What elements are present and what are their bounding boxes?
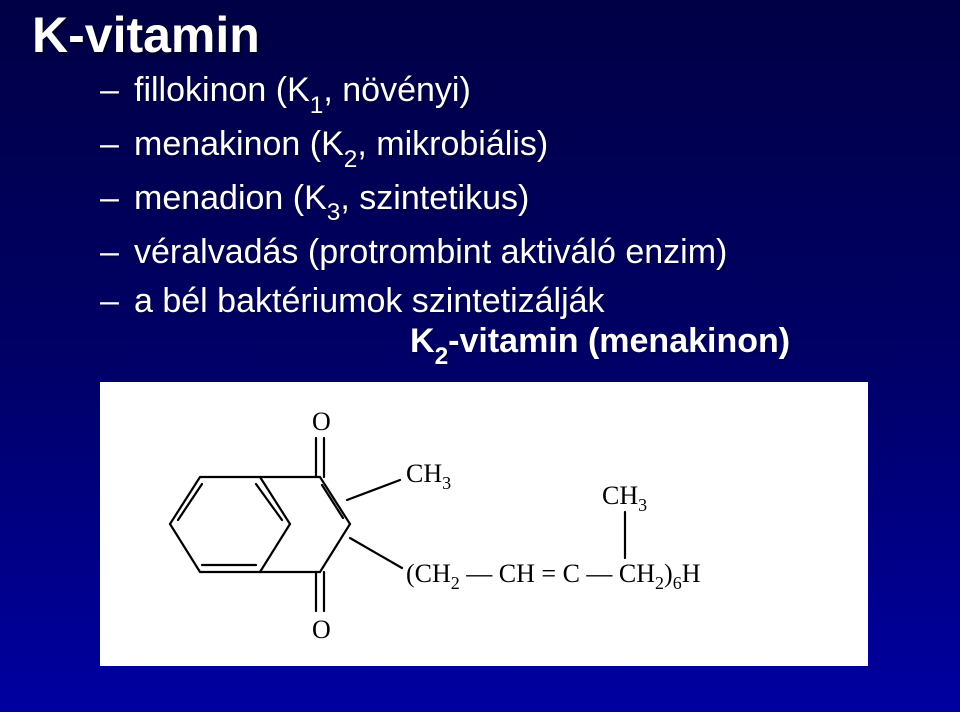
bullet-text: , szintetikus) [340,179,529,217]
list-item: fillokinon (K1, növényi) [100,68,727,118]
chain-formula: (CH2 — CH = C — CH2)6H [406,559,701,593]
molecule-figure: O O CH3 CH3 (CH2 — CH = C — CH2)6H [100,382,868,666]
bullet-list: fillokinon (K1, növényi) menakinon (K2, … [100,68,727,329]
bullet-text: menadion (K [134,179,327,217]
caption-text: -vitamin (menakinon) [448,322,790,360]
bullet-text: menakinon (K [134,125,344,163]
atom-label-ch3-chain: CH3 [602,481,647,515]
bullet-text: fillokinon (K [134,71,310,109]
list-item: véralvadás (protrombint aktiváló enzim) [100,230,727,276]
bullet-text: véralvadás (protrombint aktiváló enzim) [134,233,727,271]
list-item: menakinon (K2, mikrobiális) [100,122,727,172]
atom-label-o-bottom: O [312,615,331,644]
atom-label-ch3-quinone: CH3 [406,459,451,493]
list-item: a bél baktériumok szintetizálják [100,279,727,325]
bullet-sub: 2 [344,146,358,173]
molecule-svg: O O CH3 CH3 (CH2 — CH = C — CH2)6H [100,382,868,666]
bullet-text: , növényi) [323,71,470,109]
atom-label-o-top: O [312,407,331,436]
bullet-sub: 3 [327,199,341,226]
figure-caption: K2-vitamin (menakinon) [410,322,790,367]
bullet-sub: 1 [310,92,324,119]
slide-title: K-vitamin [32,6,260,64]
list-item: menadion (K3, szintetikus) [100,176,727,226]
caption-sub: 2 [435,343,449,370]
bullet-text: a bél baktériumok szintetizálják [134,282,605,320]
bullet-text: , mikrobiális) [357,125,548,163]
caption-text: K [410,322,435,360]
